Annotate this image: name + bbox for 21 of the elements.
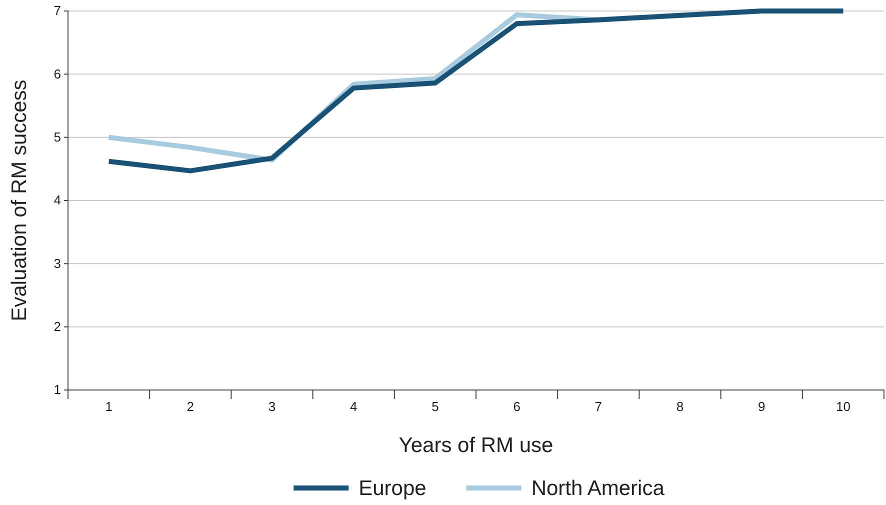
y-tick-label: 7 bbox=[54, 3, 61, 18]
x-tick-label: 10 bbox=[836, 399, 850, 414]
x-tick-label: 6 bbox=[513, 399, 520, 414]
y-axis-title: Evaluation of RM success bbox=[8, 80, 31, 322]
x-tick-label: 9 bbox=[758, 399, 766, 414]
y-tick-label: 2 bbox=[54, 318, 61, 334]
legend-label: North America bbox=[531, 477, 665, 500]
x-tick-label: 7 bbox=[594, 399, 602, 414]
y-tick-label: 6 bbox=[54, 66, 61, 82]
y-tick-label: 4 bbox=[54, 192, 61, 208]
x-axis-title: Years of RM use bbox=[398, 434, 554, 457]
x-tick-label: 2 bbox=[186, 399, 194, 414]
x-tick-label: 1 bbox=[105, 399, 112, 414]
x-tick-label: 4 bbox=[350, 399, 358, 414]
y-tick-label: 3 bbox=[54, 256, 61, 271]
x-tick-label: 8 bbox=[676, 399, 684, 414]
y-tick-label: 5 bbox=[54, 129, 61, 144]
legend-label: Europe bbox=[358, 477, 426, 500]
y-tick-label: 1 bbox=[54, 382, 61, 398]
x-tick-label: 5 bbox=[432, 399, 439, 414]
x-tick-label: 3 bbox=[268, 399, 276, 414]
